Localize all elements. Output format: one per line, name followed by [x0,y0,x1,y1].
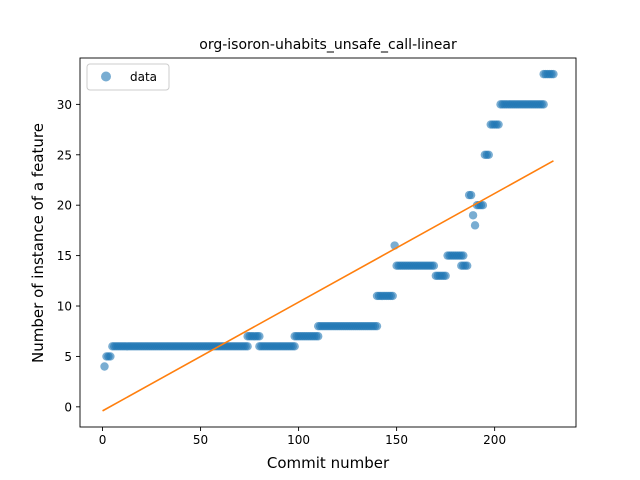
data-point [466,190,476,200]
legend-box [86,63,170,91]
marks-layer [100,69,558,412]
axes-frame [79,57,577,428]
fit-line [102,160,554,412]
y-axis-label: Number of instance of a feature [29,123,47,363]
data-point [106,352,115,361]
data-point [549,69,558,79]
legend: data [86,63,170,91]
data-point [539,100,548,109]
data-point [441,271,450,280]
legend-label-data: data [130,70,157,84]
data-point [388,291,397,301]
legend-marker-data [101,71,111,82]
x-tick-label: 150 [385,433,408,447]
y-tick-label: 20 [57,199,72,213]
x-axis-label: Commit number [267,454,390,472]
x-tick-label: 50 [193,433,208,447]
data-point [255,332,264,341]
data-point [429,261,439,270]
x-tick-label: 100 [287,433,310,447]
y-tick-label: 15 [57,249,72,263]
y-tick-label: 25 [57,148,72,162]
data-point [290,342,299,351]
data-point [468,211,478,220]
data-point [462,261,472,270]
axes-layer: 0 50 100 150 200 0 5 10 15 20 25 30 [57,57,577,447]
data-point [484,150,493,159]
y-tick-label: 30 [57,98,72,112]
x-tick-label: 200 [483,433,506,447]
y-tick-label: 10 [57,300,72,314]
data-point [494,120,503,129]
data-point [470,221,480,230]
data-point [314,332,323,341]
data-point [372,321,382,331]
y-tick-label: 5 [64,350,72,364]
data-point [100,362,109,371]
chart-title: org-isoron-uhabits_unsafe_call-linear [199,37,457,53]
y-tick-label: 0 [64,400,72,414]
data-point [459,251,468,260]
data-point [243,342,252,351]
data-point [478,201,488,210]
x-tick-label: 0 [99,433,107,447]
